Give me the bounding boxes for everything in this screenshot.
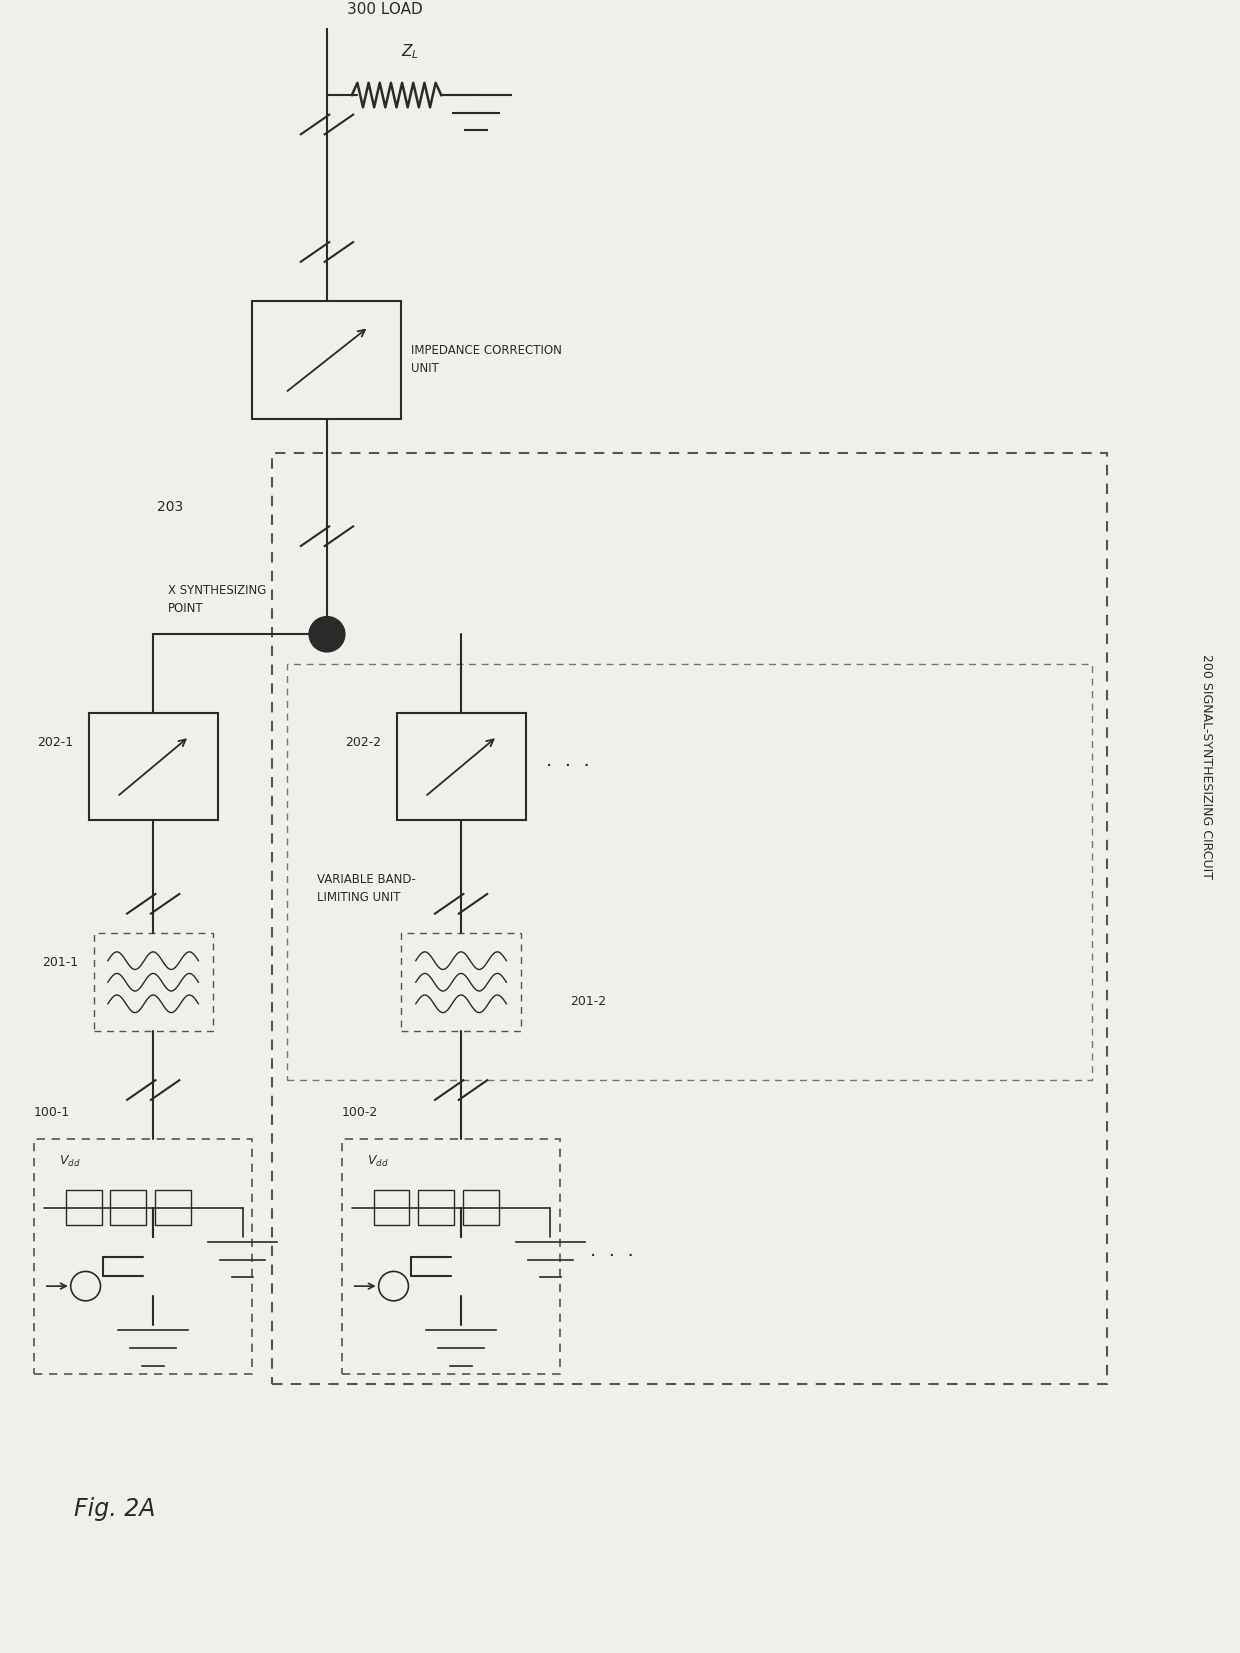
Bar xyxy=(418,1190,454,1225)
Bar xyxy=(33,1139,253,1374)
Bar xyxy=(463,1190,498,1225)
Text: ·  ·  ·: · · · xyxy=(590,1248,634,1266)
Text: $V_{dd}$: $V_{dd}$ xyxy=(58,1154,81,1169)
Text: 202-2: 202-2 xyxy=(346,736,382,749)
Text: ·  ·  ·: · · · xyxy=(546,757,589,775)
Text: 100-2: 100-2 xyxy=(342,1106,378,1119)
Text: $V_{dd}$: $V_{dd}$ xyxy=(367,1154,388,1169)
Text: 201-2: 201-2 xyxy=(570,995,606,1008)
Bar xyxy=(273,453,1107,1384)
Text: 300 LOAD: 300 LOAD xyxy=(347,2,423,17)
Bar xyxy=(253,301,402,418)
Bar xyxy=(288,663,1091,1081)
Text: X SYNTHESIZING
POINT: X SYNTHESIZING POINT xyxy=(169,584,267,615)
Text: Fig. 2A: Fig. 2A xyxy=(73,1498,155,1521)
Text: 200 SIGNAL-SYNTHESIZING CIRCUIT: 200 SIGNAL-SYNTHESIZING CIRCUIT xyxy=(1199,655,1213,879)
Text: VARIABLE BAND-
LIMITING UNIT: VARIABLE BAND- LIMITING UNIT xyxy=(317,873,415,904)
Bar xyxy=(397,712,526,820)
Text: 100-1: 100-1 xyxy=(33,1106,71,1119)
Bar xyxy=(93,934,213,1031)
Text: IMPEDANCE CORRECTION
UNIT: IMPEDANCE CORRECTION UNIT xyxy=(412,344,562,375)
Text: 201-1: 201-1 xyxy=(42,955,78,969)
Text: $Z_L$: $Z_L$ xyxy=(402,41,419,61)
Bar xyxy=(66,1190,102,1225)
Bar xyxy=(155,1190,191,1225)
Text: 202-1: 202-1 xyxy=(37,736,73,749)
Bar xyxy=(402,934,521,1031)
Bar xyxy=(88,712,218,820)
Bar xyxy=(373,1190,409,1225)
Bar xyxy=(342,1139,560,1374)
Text: 203: 203 xyxy=(156,499,184,514)
Circle shape xyxy=(309,617,345,651)
Bar xyxy=(110,1190,146,1225)
